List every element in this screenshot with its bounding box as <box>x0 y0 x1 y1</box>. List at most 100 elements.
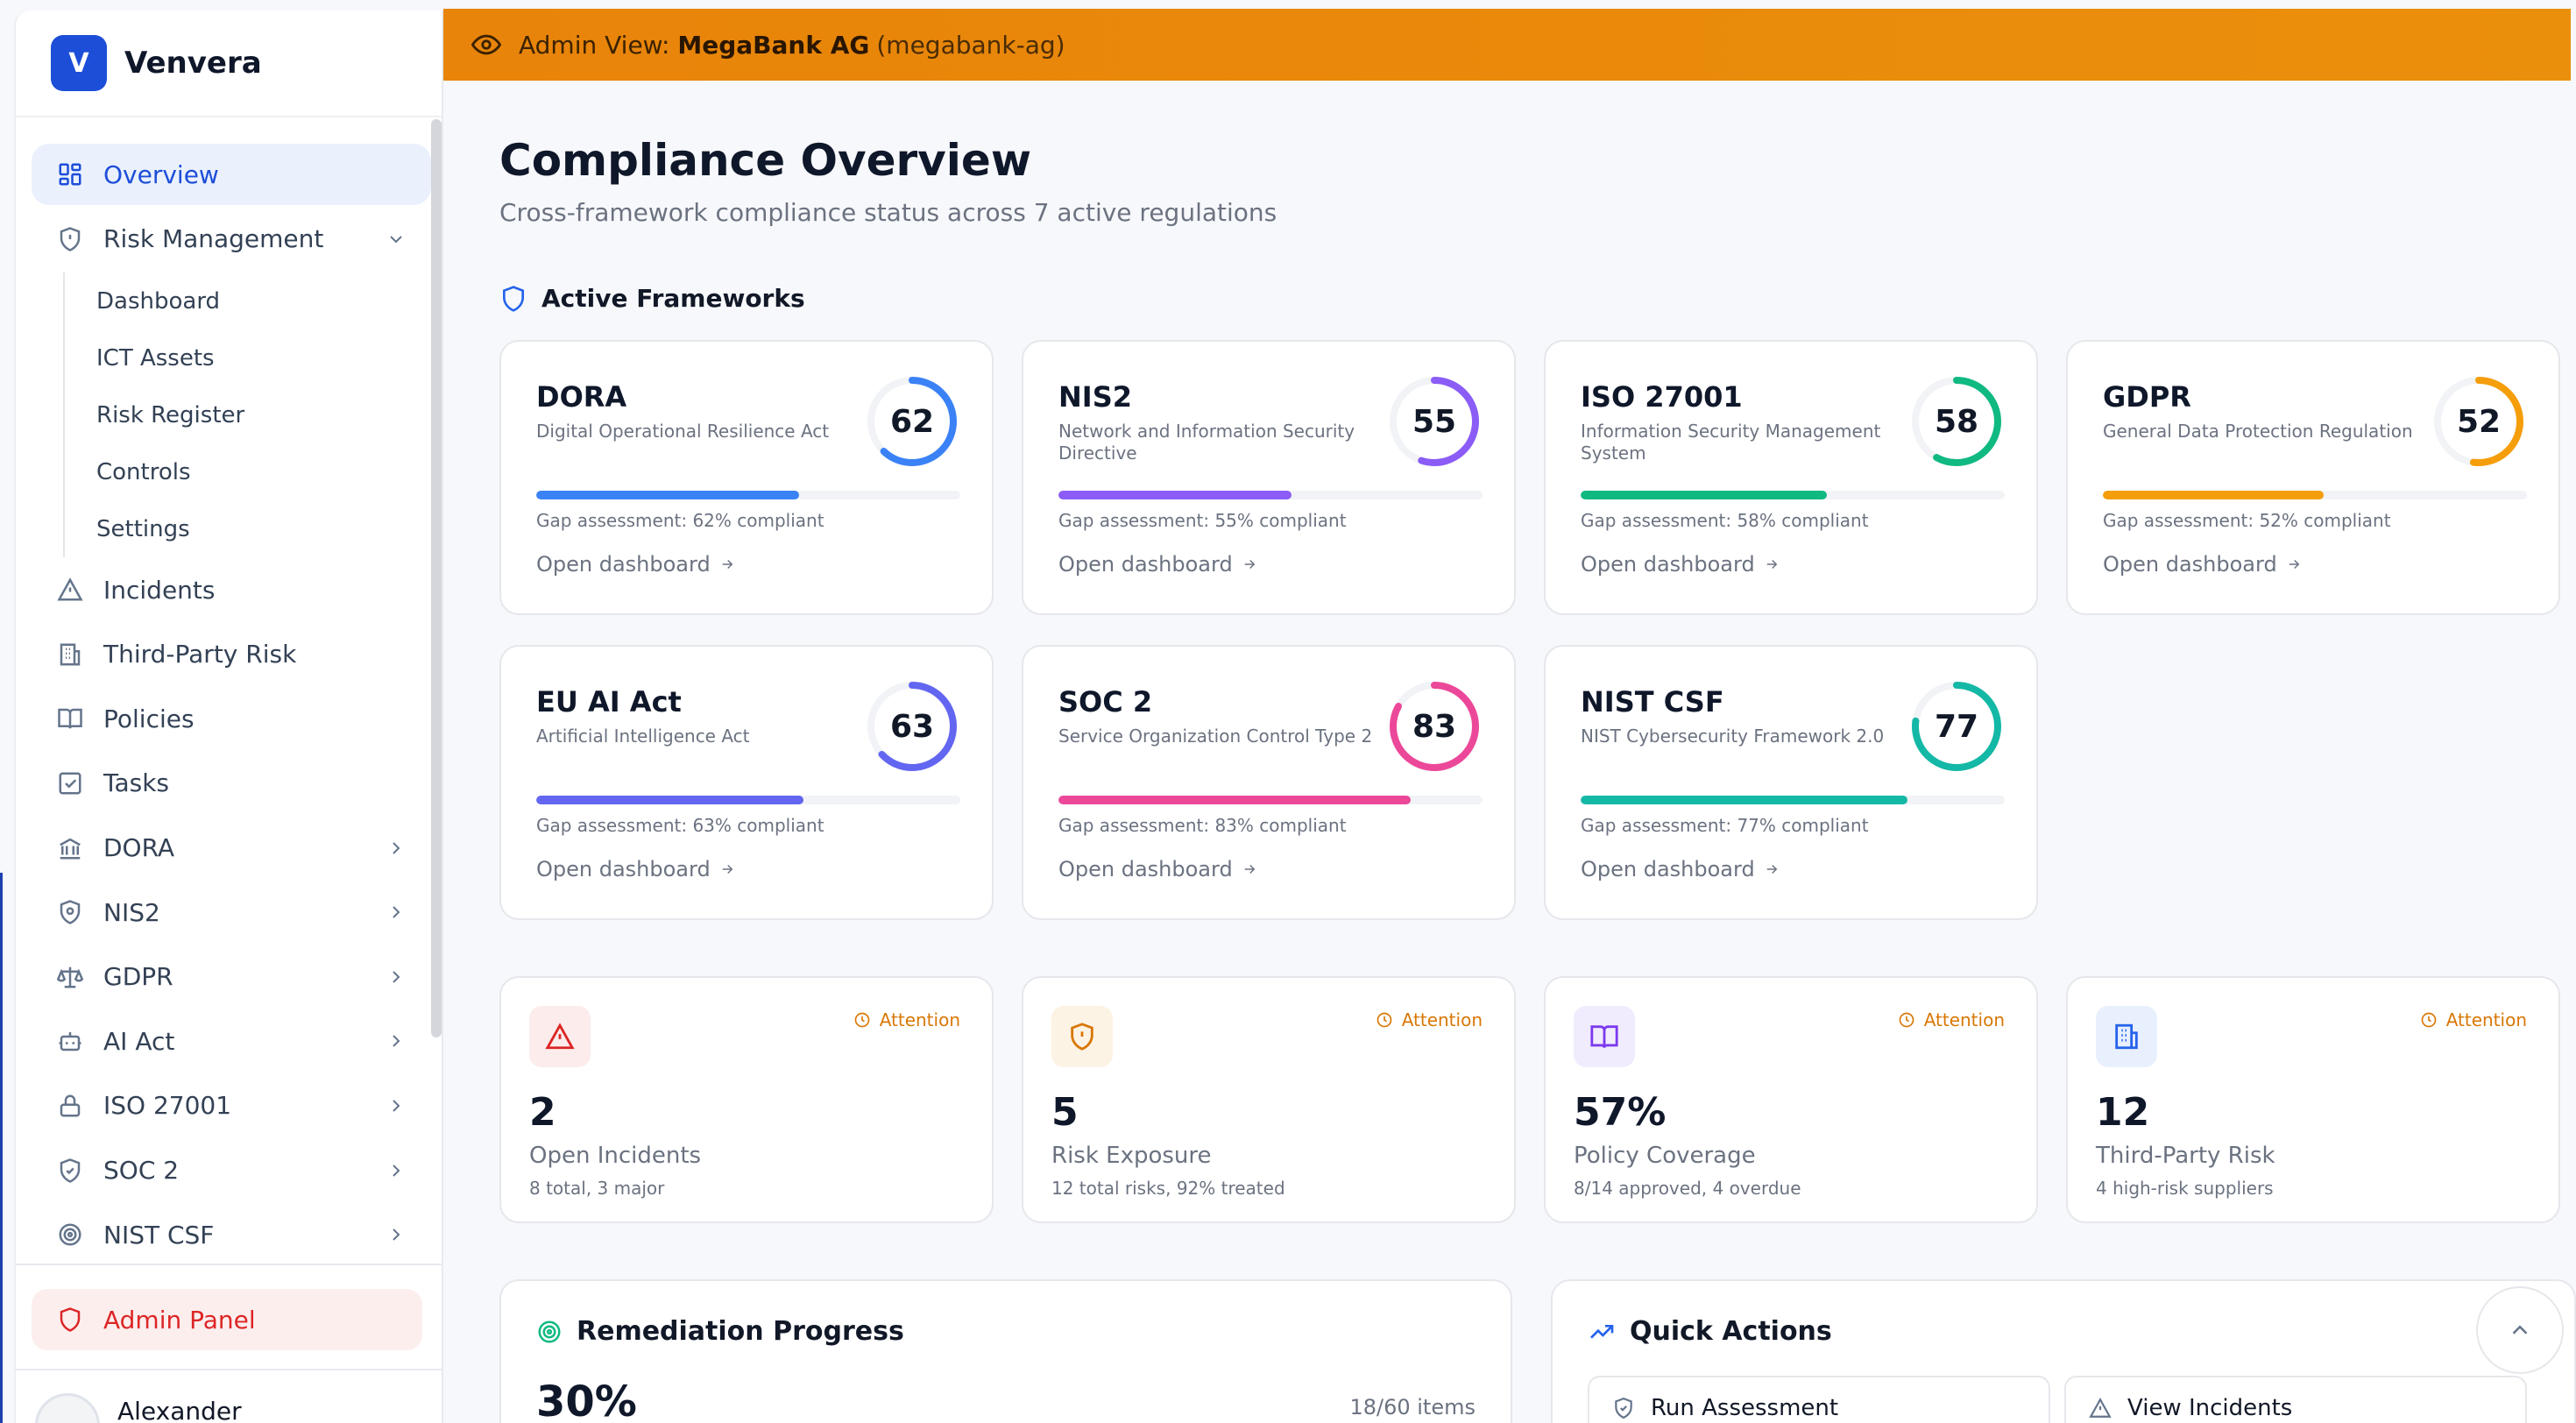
warning-triangle-icon <box>529 1006 591 1067</box>
arrow-right-icon <box>1244 864 1256 874</box>
metric-label: Risk Exposure <box>1051 1143 1212 1169</box>
score-ring <box>2434 377 2523 466</box>
view-incidents-button[interactable]: View Incidents <box>2064 1376 2527 1423</box>
sidebar-item-nist-csf[interactable]: NIST CSF <box>32 1204 431 1265</box>
bot-icon <box>53 1023 88 1058</box>
sidebar-item-label: Policies <box>103 704 195 733</box>
sidebar-item-third-party-risk[interactable]: Third-Party Risk <box>32 624 431 685</box>
metric-card-open-incidents[interactable]: Attention 2 Open Incidents 8 total, 3 ma… <box>499 976 994 1223</box>
sidebar-item-overview[interactable]: Overview <box>32 144 431 205</box>
checkbox-icon <box>53 766 88 801</box>
sidebar-item-tasks[interactable]: Tasks <box>32 753 431 814</box>
subnav-item-controls[interactable]: Controls <box>63 443 431 501</box>
open-dashboard-link[interactable]: Open dashboard <box>1581 552 1780 577</box>
sidebar-item-incidents[interactable]: Incidents <box>32 559 431 620</box>
progress-fill <box>1058 491 1292 499</box>
sidebar-item-risk-management[interactable]: Risk Management <box>32 209 431 270</box>
run-assessment-label: Run Assessment <box>1651 1395 1839 1421</box>
book-icon <box>53 701 88 736</box>
metric-subtext: 4 high-risk suppliers <box>2096 1178 2274 1199</box>
metric-subtext: 12 total risks, 92% treated <box>1051 1178 1285 1199</box>
framework-name: SOC 2 <box>1058 685 1153 719</box>
metric-card-third-party-risk[interactable]: Attention 12 Third-Party Risk 4 high-ris… <box>2066 976 2560 1223</box>
metric-subtext: 8 total, 3 major <box>529 1178 665 1199</box>
subnav-item-risk-register[interactable]: Risk Register <box>63 386 431 444</box>
framework-description: Information Security Management System <box>1581 421 1881 464</box>
metric-card-policy-coverage[interactable]: Attention 57% Policy Coverage 8/14 appro… <box>1544 976 2038 1223</box>
framework-score: 62 <box>889 403 935 440</box>
remediation-title-label: Remediation Progress <box>577 1316 904 1347</box>
sidebar-item-soc-2[interactable]: SOC 2 <box>32 1140 431 1201</box>
clock-icon <box>1899 1012 1914 1028</box>
attention-badge: Attention <box>1376 1009 1483 1030</box>
progress-bar <box>536 796 960 804</box>
sidebar-item-label: GDPR <box>103 962 173 992</box>
scroll-to-top-button[interactable] <box>2476 1286 2564 1374</box>
score-ring <box>867 682 957 771</box>
sidebar-item-iso-27001[interactable]: ISO 27001 <box>32 1075 431 1136</box>
framework-card-soc-2[interactable]: SOC 2 Service Organization Control Type … <box>1022 645 1516 920</box>
metric-label: Policy Coverage <box>1574 1143 1756 1169</box>
framework-card-dora[interactable]: DORA Digital Operational Resilience Act … <box>499 340 994 615</box>
progress-fill <box>536 796 803 804</box>
gap-assessment: Gap assessment: 77% compliant <box>1581 815 1869 836</box>
open-dashboard-link[interactable]: Open dashboard <box>2103 552 2302 577</box>
sidebar-item-label: SOC 2 <box>103 1156 180 1186</box>
target-icon <box>538 1320 561 1342</box>
open-dashboard-link[interactable]: Open dashboard <box>1058 552 1257 577</box>
framework-card-iso-27001[interactable]: ISO 27001 Information Security Managemen… <box>1544 340 2038 615</box>
chevron-right-icon <box>393 841 400 854</box>
sidebar-scrollbar[interactable] <box>431 119 442 1037</box>
sidebar: V Venvera Overview Risk Management Dashb… <box>14 11 443 1423</box>
sidebar-item-policies[interactable]: Policies <box>32 688 431 749</box>
remediation-items: 18/60 items <box>1349 1395 1476 1419</box>
framework-card-nis2[interactable]: NIS2 Network and Information Security Di… <box>1022 340 1516 615</box>
arrow-right-icon <box>1766 559 1778 570</box>
sidebar-item-gdpr[interactable]: GDPR <box>32 946 431 1008</box>
framework-name: EU AI Act <box>536 685 682 719</box>
brand[interactable]: V Venvera <box>16 11 442 117</box>
open-dashboard-link[interactable]: Open dashboard <box>536 552 735 577</box>
framework-card-gdpr[interactable]: GDPR General Data Protection Regulation … <box>2066 340 2560 615</box>
remediation-progress-card: Remediation Progress 30% 18/60 items <box>499 1279 1512 1423</box>
sidebar-item-label: Third-Party Risk <box>103 640 297 669</box>
framework-name: NIST CSF <box>1581 685 1724 719</box>
gap-assessment: Gap assessment: 62% compliant <box>536 510 824 531</box>
framework-description: General Data Protection Regulation <box>2103 421 2413 442</box>
remediation-title: Remediation Progress <box>536 1316 904 1347</box>
sidebar-item-label: AI Act <box>103 1026 175 1056</box>
subnav-item-ict-assets[interactable]: ICT Assets <box>63 329 431 387</box>
framework-name: DORA <box>536 380 627 414</box>
framework-name: NIS2 <box>1058 380 1132 414</box>
progress-fill <box>1058 796 1411 804</box>
metric-card-risk-exposure[interactable]: Attention 5 Risk Exposure 12 total risks… <box>1022 976 1516 1223</box>
user-name[interactable]: Alexander <box>117 1397 242 1423</box>
framework-card-nist-csf[interactable]: NIST CSF NIST Cybersecurity Framework 2.… <box>1544 645 2038 920</box>
subnav-item-dashboard[interactable]: Dashboard <box>63 273 431 330</box>
framework-card-eu-ai-act[interactable]: EU AI Act Artificial Intelligence Act 63… <box>499 645 994 920</box>
run-assessment-button[interactable]: Run Assessment <box>1588 1376 2050 1423</box>
warning-triangle-icon <box>2089 1398 2112 1418</box>
score-ring <box>1390 682 1479 771</box>
open-dashboard-link[interactable]: Open dashboard <box>1058 857 1257 881</box>
warning-triangle-icon <box>53 572 88 607</box>
shield-alert-icon <box>1051 1006 1113 1067</box>
sidebar-item-dora[interactable]: DORA <box>32 818 431 879</box>
clock-icon <box>2421 1012 2437 1028</box>
arrow-right-icon <box>722 864 733 874</box>
admin-panel-link[interactable]: Admin Panel <box>32 1289 422 1350</box>
gap-assessment: Gap assessment: 55% compliant <box>1058 510 1347 531</box>
bank-icon <box>53 831 88 866</box>
progress-bar <box>1581 491 2005 499</box>
open-dashboard-link[interactable]: Open dashboard <box>536 857 735 881</box>
user-divider <box>14 1369 443 1370</box>
clock-icon <box>854 1012 870 1028</box>
sidebar-item-nis2[interactable]: NIS2 <box>32 881 431 943</box>
subnav-item-settings[interactable]: Settings <box>63 500 431 558</box>
open-dashboard-label: Open dashboard <box>1581 552 1755 577</box>
metric-value: 5 <box>1051 1090 1079 1135</box>
arrow-right-icon <box>722 559 733 570</box>
open-dashboard-link[interactable]: Open dashboard <box>1581 857 1780 881</box>
brand-name: Venvera <box>124 46 262 81</box>
sidebar-item-ai-act[interactable]: AI Act <box>32 1010 431 1072</box>
